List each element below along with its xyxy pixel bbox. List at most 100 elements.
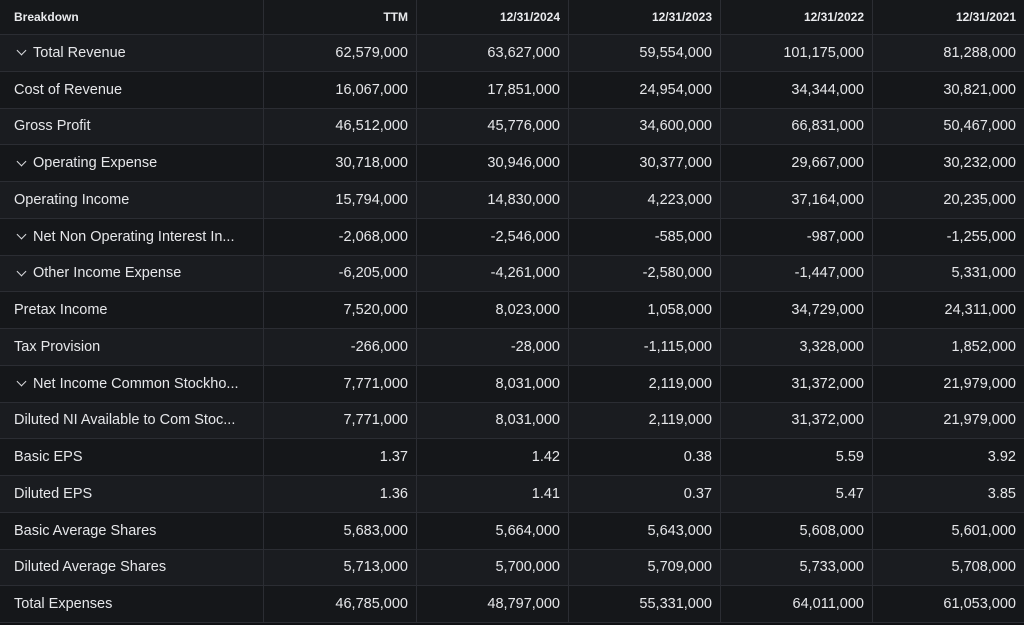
value-cell: 1.37	[264, 439, 417, 475]
value-cell: 63,627,000	[417, 35, 569, 71]
table-row: Diluted Average Shares 5,713,000 5,700,000…	[0, 549, 1024, 587]
row-label: Diluted EPS	[0, 476, 264, 512]
value-cell: 7,771,000	[264, 365, 417, 402]
breakdown-header: Breakdown	[0, 0, 264, 34]
row-label[interactable]: Net Non Operating Interest In...	[0, 218, 264, 255]
value-cell: 3.85	[873, 476, 1024, 512]
row-label-text: Net Non Operating Interest In...	[33, 228, 235, 245]
value-cell: 5,709,000	[569, 549, 721, 586]
row-label-text: Other Income Expense	[33, 265, 182, 282]
row-label-text: Total Expenses	[14, 596, 113, 613]
value-cell: 1.42	[417, 439, 569, 475]
row-label-text: Diluted NI Available to Com Stoc...	[14, 412, 236, 429]
value-cell: 5,643,000	[569, 512, 721, 549]
chevron-down-icon[interactable]	[16, 229, 27, 240]
row-label-text: Operating Expense	[33, 155, 158, 172]
row-label[interactable]: Other Income Expense	[0, 255, 264, 292]
table-body: Total Revenue 62,579,000 63,627,000 59,554,…	[0, 35, 1024, 623]
value-cell: 34,600,000	[569, 108, 721, 145]
value-cell: 1,058,000	[569, 292, 721, 328]
table-row: Operating Expense 30,718,000 30,946,000 30,…	[0, 145, 1024, 182]
value-cell: -1,447,000	[721, 255, 873, 292]
row-label[interactable]: Net Income Common Stockho...	[0, 365, 264, 402]
row-label: Total Expenses	[0, 586, 264, 622]
value-cell: 50,467,000	[873, 108, 1024, 145]
chevron-down-icon[interactable]	[16, 266, 27, 277]
value-cell: 7,771,000	[264, 402, 417, 439]
value-cell: 46,512,000	[264, 108, 417, 145]
table-row: Cost of Revenue 16,067,000 17,851,000 24,95…	[0, 71, 1024, 109]
value-cell: 21,979,000	[873, 365, 1024, 402]
value-cell: 1.36	[264, 476, 417, 512]
row-label-text: Tax Provision	[14, 338, 101, 355]
row-label-text: Operating Income	[14, 191, 130, 208]
row-label: Diluted Average Shares	[0, 549, 264, 586]
row-label-text: Basic Average Shares	[14, 522, 157, 539]
table-row: Total Revenue 62,579,000 63,627,000 59,554,…	[0, 35, 1024, 72]
value-cell: -266,000	[264, 329, 417, 365]
table-row: Net Non Operating Interest In... -2,068,0…	[0, 218, 1024, 256]
value-cell: 8,031,000	[417, 365, 569, 402]
table-row: Other Income Expense -6,205,000 -4,261,000…	[0, 255, 1024, 293]
row-label[interactable]: Operating Expense	[0, 145, 264, 181]
value-cell: 15,794,000	[264, 182, 417, 218]
value-cell: -6,205,000	[264, 255, 417, 292]
value-cell: 2,119,000	[569, 402, 721, 439]
value-cell: 16,067,000	[264, 71, 417, 108]
value-cell: 7,520,000	[264, 292, 417, 328]
column-header-ttm: TTM	[264, 0, 417, 34]
value-cell: 34,344,000	[721, 71, 873, 108]
value-cell: 48,797,000	[417, 586, 569, 622]
row-label: Operating Income	[0, 182, 264, 218]
row-label-text: Total Revenue	[33, 44, 126, 61]
value-cell: 24,954,000	[569, 71, 721, 108]
value-cell: 0.37	[569, 476, 721, 512]
value-cell: 5,331,000	[873, 255, 1024, 292]
value-cell: 29,667,000	[721, 145, 873, 181]
column-header-2022: 12/31/2022	[721, 0, 873, 34]
value-cell: 24,311,000	[873, 292, 1024, 328]
value-cell: 5.47	[721, 476, 873, 512]
value-cell: 21,979,000	[873, 402, 1024, 439]
row-label: Cost of Revenue	[0, 71, 264, 108]
value-cell: 30,377,000	[569, 145, 721, 181]
value-cell: 30,946,000	[417, 145, 569, 181]
value-cell: -585,000	[569, 218, 721, 255]
value-cell: 5,713,000	[264, 549, 417, 586]
value-cell: 45,776,000	[417, 108, 569, 145]
value-cell: 3,328,000	[721, 329, 873, 365]
value-cell: -2,580,000	[569, 255, 721, 292]
value-cell: 30,718,000	[264, 145, 417, 181]
value-cell: 5,664,000	[417, 512, 569, 549]
value-cell: -987,000	[721, 218, 873, 255]
value-cell: 34,729,000	[721, 292, 873, 328]
value-cell: 61,053,000	[873, 586, 1024, 622]
table-row: Gross Profit 46,512,000 45,776,000 34,600,0…	[0, 108, 1024, 146]
table-row: Basic Average Shares 5,683,000 5,664,000 5,…	[0, 512, 1024, 550]
chevron-down-icon[interactable]	[16, 45, 27, 56]
value-cell: 30,821,000	[873, 71, 1024, 108]
value-cell: 55,331,000	[569, 586, 721, 622]
row-label-text: Cost of Revenue	[14, 81, 123, 98]
row-label[interactable]: Total Revenue	[0, 35, 264, 71]
chevron-down-icon[interactable]	[16, 376, 27, 387]
value-cell: -2,068,000	[264, 218, 417, 255]
value-cell: 17,851,000	[417, 71, 569, 108]
value-cell: 4,223,000	[569, 182, 721, 218]
value-cell: 62,579,000	[264, 35, 417, 71]
row-label-text: Diluted EPS	[14, 485, 93, 502]
value-cell: -4,261,000	[417, 255, 569, 292]
chevron-down-icon[interactable]	[16, 156, 27, 167]
value-cell: 5,601,000	[873, 512, 1024, 549]
row-label: Basic EPS	[0, 439, 264, 475]
table-header: Breakdown TTM 12/31/2024 12/31/2023 12/3…	[0, 0, 1024, 35]
table-row: Diluted EPS 1.36 1.41 0.37 5.47 3.85	[0, 476, 1024, 513]
value-cell: 1,852,000	[873, 329, 1024, 365]
column-header-2021: 12/31/2021	[873, 0, 1024, 34]
table-row: Net Income Common Stockho... 7,771,000 8,0…	[0, 365, 1024, 403]
value-cell: 1.41	[417, 476, 569, 512]
row-label-text: Gross Profit	[14, 118, 91, 135]
table-row: Tax Provision -266,000 -28,000 -1,115,000 3,…	[0, 329, 1024, 366]
value-cell: 5,733,000	[721, 549, 873, 586]
